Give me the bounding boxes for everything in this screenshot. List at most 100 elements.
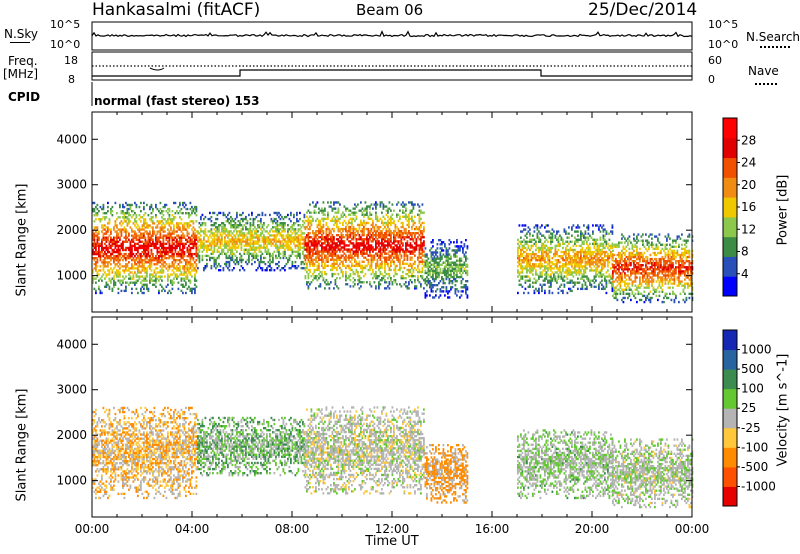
scatter-cell — [258, 262, 261, 266]
scatter-cell — [423, 240, 425, 243]
scatter-cell — [131, 291, 133, 295]
scatter-cell — [393, 275, 395, 278]
scatter-cell — [167, 236, 169, 239]
scatter-cell — [243, 248, 246, 251]
scatter-cell — [159, 248, 162, 252]
scatter-cell — [388, 281, 391, 284]
scatter-cell — [370, 217, 373, 221]
scatter-cell — [310, 250, 313, 253]
scatter-cell — [135, 246, 138, 250]
scatter-cell — [294, 234, 297, 237]
scatter-cell — [156, 250, 159, 254]
scatter-cell — [156, 277, 159, 280]
scatter-cell — [218, 262, 220, 266]
scatter-cell — [246, 252, 249, 256]
scatter-cell — [375, 275, 377, 278]
scatter-cell — [182, 250, 184, 254]
scatter-cell — [322, 219, 325, 223]
scatter-cell — [281, 222, 283, 225]
scatter-cell — [128, 220, 130, 223]
scatter-cell — [445, 269, 448, 273]
scatter-cell — [138, 271, 141, 274]
scatter-cell — [224, 228, 226, 231]
scatter-cell — [129, 257, 132, 260]
scatter-cell — [349, 209, 352, 212]
scatter-cell — [146, 248, 148, 252]
scatter-cell — [279, 213, 282, 217]
scatter-cell — [135, 273, 138, 276]
scatter-cell — [547, 269, 549, 272]
scatter-cell — [387, 211, 389, 214]
scatter-cell — [155, 236, 157, 239]
scatter-cell — [373, 227, 376, 231]
scatter-cell — [215, 238, 217, 241]
scatter-cell — [152, 220, 154, 223]
scatter-cell — [107, 248, 109, 252]
scatter-cell — [239, 238, 241, 241]
scatter-cell — [125, 232, 127, 235]
scatter-cell — [207, 236, 210, 239]
scatter-cell — [168, 289, 171, 293]
scatter-cell — [547, 279, 549, 282]
scatter-cell — [460, 267, 463, 271]
scatter-cell — [192, 263, 195, 266]
scatter-cell — [189, 261, 192, 264]
scatter-cell — [170, 220, 172, 223]
scatter-cell — [269, 234, 271, 237]
scatter-cell — [545, 248, 548, 252]
scatter-cell — [307, 281, 310, 284]
scatter-cell — [218, 250, 220, 253]
scatter-cell — [252, 244, 255, 247]
scatter-cell — [433, 257, 436, 260]
scatter-cell — [339, 250, 341, 253]
scatter-cell — [203, 238, 205, 241]
scatter-cell — [180, 222, 183, 225]
scatter-cell — [110, 257, 112, 260]
scatter-cell — [164, 218, 166, 221]
scatter-cell — [146, 222, 148, 225]
scatter-cell — [390, 250, 392, 253]
scatter-cell — [263, 240, 265, 243]
scatter-cell — [318, 211, 320, 214]
scatter-cell — [186, 275, 189, 278]
scatter-cell — [116, 234, 118, 237]
scatter-cell — [322, 248, 325, 251]
scatter-cell — [294, 267, 297, 270]
scatter-cell — [254, 256, 256, 260]
scatter-cell — [141, 269, 144, 272]
scatter-cell — [198, 254, 201, 258]
scatter-cell — [228, 234, 231, 237]
scatter-cell — [195, 236, 198, 239]
scatter-cell — [261, 240, 264, 243]
scatter-cell — [381, 260, 383, 263]
scatter-cell — [448, 296, 451, 299]
scatter-cell — [212, 242, 214, 245]
scatter-cell — [149, 238, 151, 241]
scatter-cell — [167, 279, 169, 282]
scatter-cell — [402, 275, 404, 278]
scatter-cell — [191, 263, 193, 266]
scatter-cell — [539, 246, 542, 250]
scatter-cell — [460, 290, 463, 293]
scatter-cell — [122, 212, 124, 215]
scatter-cell — [140, 228, 142, 231]
scatter-cell — [98, 250, 100, 254]
scatter-cell — [414, 232, 416, 235]
scatter-cell — [225, 252, 228, 256]
scatter-cell — [137, 275, 139, 278]
scatter-cell — [554, 263, 557, 266]
scatter-cell — [177, 244, 180, 248]
scatter-cell — [149, 207, 151, 211]
scatter-cell — [411, 215, 413, 218]
scatter-cell — [141, 263, 144, 266]
scatter-cell — [105, 273, 108, 276]
scatter-cell — [445, 288, 448, 291]
scatter-cell — [453, 253, 455, 256]
scatter-cell — [105, 248, 108, 252]
scatter-cell — [360, 236, 362, 239]
scatter-cell — [360, 209, 362, 212]
scatter-cell — [230, 258, 232, 262]
scatter-cell — [316, 238, 319, 241]
scatter-cell — [180, 277, 183, 280]
scatter-cell — [125, 216, 127, 219]
